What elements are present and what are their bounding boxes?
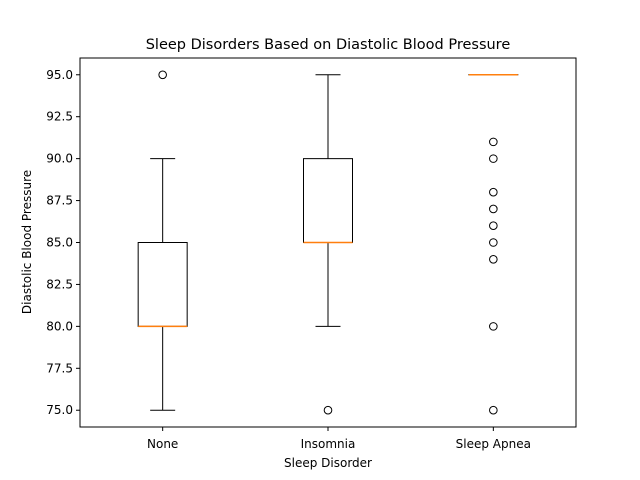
outlier-point [489,137,498,147]
y-tick-label: 85.0 [46,236,73,250]
outlier-point [489,221,498,231]
y-tick-label: 87.5 [46,194,73,208]
plot-area-frame [79,57,577,428]
y-tick-label: 75.0 [46,403,73,417]
x-tick-label: Insomnia [301,437,356,451]
y-axis-label: Diastolic Blood Pressure [20,170,34,314]
y-tick-label: 95.0 [46,68,73,82]
outlier-point [489,322,498,331]
y-tick-label: 92.5 [46,110,73,124]
outlier-point [489,154,498,163]
x-tick-label: None [147,437,178,451]
outlier-point [489,187,498,197]
outlier-point [489,254,498,264]
x-tick-label: Sleep Apnea [456,437,531,451]
outlier-point [489,405,498,415]
plot-layer: 75.0 77.5 80.0 82.5 85.0 87.5 90.0 92.5 95.0 None… [46,68,531,451]
box-iqr [137,242,188,327]
chart-title: Sleep Disorders Based on Diastolic Blood… [146,37,511,53]
y-tick-label: 80.0 [46,319,73,333]
x-axis-label: Sleep Disorder [284,456,372,470]
y-tick-label: 77.5 [46,361,73,375]
y-tick-label: 90.0 [46,152,73,166]
outlier-point [489,204,498,214]
outlier-point [489,238,498,247]
outlier-point [323,405,333,415]
outlier-point [158,70,167,80]
y-tick-label: 82.5 [46,277,73,291]
box-iqr [303,158,353,244]
